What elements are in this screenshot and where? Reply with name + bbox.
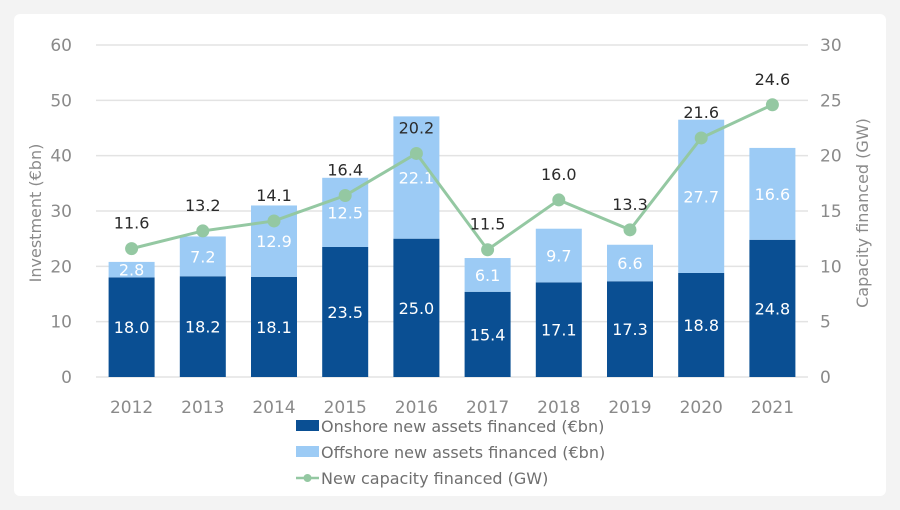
offshore-bar xyxy=(678,119,725,273)
capacity-value-label: 13.3 xyxy=(612,195,648,214)
right-axis-title: Capacity financed (GW) xyxy=(853,118,872,308)
right-tick-label: 25 xyxy=(820,91,842,111)
capacity-line-path xyxy=(131,103,774,252)
left-tick-label: 40 xyxy=(50,147,72,167)
capacity-point xyxy=(552,193,566,207)
x-tick-label: 2013 xyxy=(181,398,224,418)
chart-card xyxy=(14,14,886,496)
right-tick-label: 30 xyxy=(820,36,842,56)
capacity-point xyxy=(196,224,210,238)
onshore-bar xyxy=(251,276,297,377)
onshore-value-label: 18.1 xyxy=(256,318,292,337)
onshore-value-label: 23.5 xyxy=(327,303,363,322)
onshore-bar xyxy=(179,276,226,377)
onshore-value-label: 18.0 xyxy=(114,318,150,337)
capacity-value-label: 11.5 xyxy=(470,215,506,234)
x-tick-label: 2015 xyxy=(324,398,367,418)
x-tick-label: 2016 xyxy=(395,398,438,418)
offshore-value-label: 6.6 xyxy=(617,254,642,273)
x-tick-label: 2018 xyxy=(537,398,580,418)
left-tick-label: 30 xyxy=(50,202,72,222)
right-tick-label: 0 xyxy=(820,368,831,388)
onshore-bar xyxy=(678,272,725,377)
capacity-value-label: 14.1 xyxy=(256,186,292,205)
offshore-bar xyxy=(464,258,511,292)
capacity-point xyxy=(267,214,281,228)
onshore-value-label: 18.8 xyxy=(683,316,719,335)
legend-dot-capacity xyxy=(303,474,312,482)
x-tick-label: 2017 xyxy=(466,398,509,418)
offshore-value-label: 12.9 xyxy=(256,232,292,251)
onshore-bar xyxy=(535,282,582,377)
bars: 18.0 2.8 18.2 7.2 18.1 12.9 23.5 12.5 25.0 22.1 15… xyxy=(108,116,796,377)
onshore-bar xyxy=(393,238,440,377)
offshore-value-label: 16.6 xyxy=(755,185,791,204)
capacity-value-label: 21.6 xyxy=(683,103,719,122)
capacity-point xyxy=(765,98,779,112)
onshore-bar xyxy=(108,277,155,377)
onshore-value-label: 25.0 xyxy=(399,299,435,318)
offshore-bar xyxy=(179,236,226,277)
offshore-value-label: 2.8 xyxy=(119,261,144,280)
offshore-bar xyxy=(393,116,440,239)
capacity-point xyxy=(338,189,352,203)
capacity-point xyxy=(409,146,423,160)
offshore-value-label: 9.7 xyxy=(546,247,571,266)
offshore-bar xyxy=(607,244,653,282)
right-tick-label: 20 xyxy=(820,147,842,167)
offshore-value-label: 22.1 xyxy=(399,169,435,188)
offshore-value-label: 6.1 xyxy=(475,266,500,285)
legend-swatch-offshore xyxy=(296,446,319,457)
left-axis-title: Investment (€bn) xyxy=(26,144,45,283)
legend-label: New capacity financed (GW) xyxy=(321,469,548,488)
x-tick-label: 2019 xyxy=(608,398,651,418)
left-tick-label: 20 xyxy=(50,257,72,277)
capacity-value-label: 16.0 xyxy=(541,165,577,184)
onshore-value-label: 17.3 xyxy=(612,320,648,339)
right-tick-label: 5 xyxy=(820,313,831,333)
x-tick-label: 2020 xyxy=(680,398,723,418)
offshore-bar xyxy=(108,261,155,278)
offshore-value-label: 7.2 xyxy=(190,247,215,266)
capacity-value-label: 20.2 xyxy=(399,118,435,137)
capacity-point xyxy=(481,243,495,257)
offshore-bar xyxy=(535,228,582,283)
left-tick-label: 50 xyxy=(50,91,72,111)
onshore-bar xyxy=(749,239,796,377)
x-tick-label: 2012 xyxy=(110,398,153,418)
onshore-bar xyxy=(464,291,511,377)
offshore-value-label: 12.5 xyxy=(327,203,363,222)
onshore-bar xyxy=(322,246,369,377)
left-axis-ticks: 0 10 20 30 40 50 60 xyxy=(50,36,72,388)
capacity-line: 11.6 13.2 14.1 16.4 20.2 11.5 16.0 13.3 21.6 24.6 xyxy=(114,70,791,257)
x-axis-ticks: 2012 2013 2014 2015 2016 2017 2018 2019 2020 2021 xyxy=(110,398,794,418)
right-axis-ticks: 0 5 10 15 20 25 30 xyxy=(820,36,842,388)
left-tick-label: 0 xyxy=(61,368,72,388)
x-tick-label: 2014 xyxy=(252,398,295,418)
onshore-value-label: 15.4 xyxy=(470,325,506,344)
x-tick-label: 2021 xyxy=(751,398,794,418)
capacity-point xyxy=(694,131,708,145)
onshore-value-label: 18.2 xyxy=(185,318,221,337)
legend-label: Onshore new assets financed (€bn) xyxy=(321,417,604,436)
legend-label: Offshore new assets financed (€bn) xyxy=(321,443,605,462)
offshore-value-label: 27.7 xyxy=(683,187,719,206)
capacity-value-label: 11.6 xyxy=(114,214,150,233)
legend: Onshore new assets financed (€bn) Offshor… xyxy=(296,417,605,488)
right-tick-label: 10 xyxy=(820,257,842,277)
onshore-value-label: 17.1 xyxy=(541,321,577,340)
left-tick-label: 60 xyxy=(50,36,72,56)
capacity-value-label: 13.2 xyxy=(185,196,221,215)
right-tick-label: 15 xyxy=(820,202,842,222)
capacity-point xyxy=(125,242,139,256)
capacity-point xyxy=(623,223,637,237)
legend-swatch-onshore xyxy=(296,420,319,431)
onshore-bar xyxy=(607,281,653,377)
onshore-value-label: 24.8 xyxy=(755,299,791,318)
capacity-value-label: 24.6 xyxy=(755,70,791,89)
capacity-value-label: 16.4 xyxy=(327,161,363,180)
left-tick-label: 10 xyxy=(50,313,72,333)
offshore-bar xyxy=(749,147,796,240)
